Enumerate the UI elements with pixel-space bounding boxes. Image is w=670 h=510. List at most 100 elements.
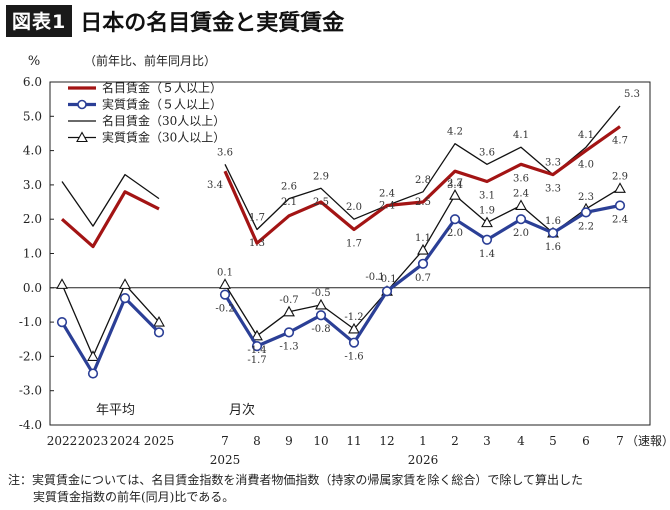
data-label: 2.2 bbox=[578, 221, 594, 232]
data-label: 2.4 bbox=[513, 188, 529, 199]
y-axis-unit: % bbox=[28, 54, 40, 69]
legend-label: 名目賃金（30人以上） bbox=[102, 113, 225, 128]
x-tick-label: 2 bbox=[451, 434, 459, 448]
data-label: 4.7 bbox=[612, 136, 628, 147]
data-point bbox=[449, 189, 461, 200]
data-point bbox=[315, 298, 327, 310]
data-label: 3.3 bbox=[545, 158, 561, 169]
figure-badge: 図表1 bbox=[6, 5, 73, 37]
data-label: 4.1 bbox=[513, 130, 529, 141]
data-label: 1.6 bbox=[545, 242, 561, 253]
data-point bbox=[515, 199, 527, 211]
data-label: -0.7 bbox=[279, 295, 298, 306]
data-label: -1.7 bbox=[247, 355, 266, 366]
x-tick-label: 6 bbox=[582, 434, 590, 448]
data-point bbox=[614, 200, 626, 211]
data-label: -0.5 bbox=[311, 288, 330, 299]
y-tick-label: 1.0 bbox=[23, 247, 42, 261]
data-point bbox=[219, 289, 231, 300]
y-tick-label: 4.0 bbox=[23, 144, 42, 158]
data-point bbox=[251, 329, 263, 341]
data-label: 2.0 bbox=[513, 228, 529, 239]
legend-marker bbox=[77, 99, 87, 110]
x-tick-label: 7 bbox=[616, 434, 624, 448]
chart-subtitle: （前年比、前年同月比） bbox=[84, 53, 216, 68]
data-label: -0.1 bbox=[365, 272, 384, 283]
data-label: 3.4 bbox=[207, 180, 223, 191]
x-tick-label: 2025 bbox=[144, 434, 175, 448]
data-point bbox=[153, 315, 165, 327]
year-label: 2026 bbox=[408, 453, 439, 467]
figure-title: 日本の名目賃金と実質賃金 bbox=[80, 11, 345, 36]
x-tick-label: 2024 bbox=[110, 434, 141, 448]
x-tick-label: 2023 bbox=[78, 434, 109, 448]
data-label: 1.1 bbox=[415, 233, 431, 244]
x-tick-label: 2022 bbox=[47, 434, 78, 448]
data-point bbox=[348, 322, 360, 334]
legend-label: 名目賃金（５人以上） bbox=[102, 80, 222, 95]
y-tick-label: -3.0 bbox=[19, 384, 42, 398]
legend-label: 実質賃金（５人以上） bbox=[102, 97, 222, 112]
data-point bbox=[481, 234, 493, 245]
data-label: 3.3 bbox=[545, 184, 561, 195]
data-label: 2.1 bbox=[281, 197, 297, 208]
figure-title-row: 図表1 日本の名目賃金と実質賃金 bbox=[6, 4, 344, 38]
data-label: 1.3 bbox=[249, 238, 265, 249]
data-label: 3.6 bbox=[217, 147, 233, 158]
y-tick-label: 0.0 bbox=[23, 281, 42, 295]
data-label: -1.6 bbox=[344, 352, 363, 363]
data-label: 2.0 bbox=[346, 202, 362, 213]
data-label: 4.1 bbox=[578, 130, 594, 141]
data-label: 0.7 bbox=[415, 273, 431, 284]
data-point bbox=[547, 227, 559, 239]
data-label: 2.5 bbox=[415, 197, 431, 208]
series-line bbox=[223, 125, 621, 245]
data-label: 1.6 bbox=[545, 216, 561, 227]
data-point bbox=[219, 278, 231, 289]
data-point bbox=[348, 337, 360, 348]
y-tick-label: 5.0 bbox=[23, 109, 42, 123]
data-label: 3.4 bbox=[447, 180, 463, 191]
data-point bbox=[580, 207, 592, 218]
x-tick-label: 8 bbox=[253, 434, 261, 448]
data-label: 5.3 bbox=[624, 89, 640, 100]
data-point bbox=[87, 368, 99, 379]
data-label: 1.7 bbox=[249, 212, 265, 223]
data-point bbox=[283, 305, 295, 317]
footnote-line-1: 注：実質賃金については、名目賃金指数を消費者物価指数（持家の帰属家賃を除く総合）… bbox=[8, 473, 584, 487]
data-point bbox=[515, 214, 527, 225]
x-tick-label: 7 bbox=[221, 434, 229, 448]
data-label: 4.2 bbox=[447, 127, 463, 138]
data-point bbox=[251, 341, 263, 352]
x-tick-label: 1 bbox=[419, 434, 427, 448]
y-tick-label: -2.0 bbox=[19, 349, 42, 363]
data-label: 1.7 bbox=[346, 238, 362, 249]
data-point bbox=[56, 278, 68, 289]
data-label: 2.9 bbox=[612, 171, 628, 182]
data-label: 2.8 bbox=[415, 175, 431, 186]
data-label: 2.9 bbox=[313, 171, 329, 182]
data-point bbox=[119, 292, 131, 304]
data-label: 4.0 bbox=[578, 160, 594, 171]
data-label: 0.1 bbox=[217, 267, 233, 278]
data-label: 2.4 bbox=[379, 200, 395, 211]
data-label: 1.9 bbox=[479, 206, 495, 217]
data-label: -0.2 bbox=[215, 304, 234, 315]
x-tick-label: 11 bbox=[346, 434, 361, 448]
series-line bbox=[61, 283, 160, 358]
x-axis-suffix: （速報） bbox=[626, 434, 670, 448]
y-tick-label: -1.0 bbox=[19, 315, 42, 329]
data-point bbox=[315, 310, 327, 321]
data-point bbox=[417, 258, 429, 269]
y-tick-label: 2.0 bbox=[23, 212, 42, 226]
y-tick-label: 3.0 bbox=[23, 178, 42, 192]
footnote-line-2: 実質賃金指数の前年(同月)比である。 bbox=[33, 490, 235, 504]
year-label: 2025 bbox=[210, 453, 241, 467]
data-point bbox=[283, 327, 295, 338]
data-point bbox=[153, 327, 165, 338]
x-tick-label: 3 bbox=[483, 434, 491, 448]
series-line bbox=[60, 190, 160, 249]
segment-label-annual: 年平均 bbox=[96, 403, 135, 418]
data-point bbox=[56, 317, 68, 328]
